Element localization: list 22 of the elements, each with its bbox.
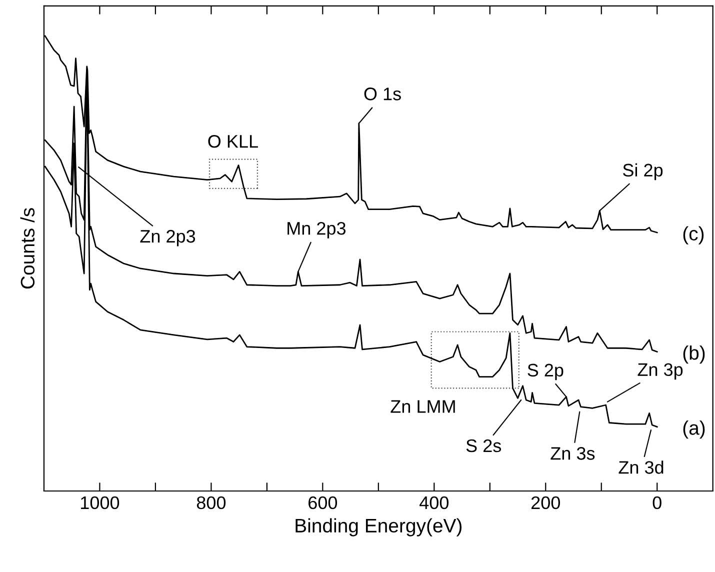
annotation: S 2s bbox=[466, 439, 502, 452]
x-axis-title: Binding Energy(eV) bbox=[296, 518, 462, 536]
annotation: O KLL bbox=[208, 134, 258, 148]
annotation: Si 2p bbox=[623, 163, 663, 180]
x-tick-label: 200 bbox=[531, 496, 560, 510]
series-label: (b) bbox=[683, 345, 705, 364]
annotation: S 2p bbox=[528, 364, 564, 380]
series-label: (a) bbox=[683, 420, 705, 439]
annotation: Mn 2p3 bbox=[288, 222, 346, 238]
annotation: O 1s bbox=[364, 88, 401, 100]
series-label: (c) bbox=[683, 226, 704, 244]
x-tick-label: 400 bbox=[420, 496, 449, 510]
x-tick-label: 1000 bbox=[81, 496, 120, 510]
y-axis-title: Counts /s bbox=[20, 208, 35, 289]
annotation: Zn LMM bbox=[390, 400, 455, 413]
x-tick-label: 800 bbox=[196, 496, 226, 510]
annotation: Zn 3p bbox=[638, 363, 683, 380]
x-tick-label: 600 bbox=[308, 496, 338, 510]
annotation: Zn 3d bbox=[618, 460, 664, 474]
annotation: Zn 3s bbox=[550, 447, 595, 460]
annotation: Zn 2p3 bbox=[140, 230, 196, 246]
x-tick-label: 0 bbox=[652, 496, 662, 510]
